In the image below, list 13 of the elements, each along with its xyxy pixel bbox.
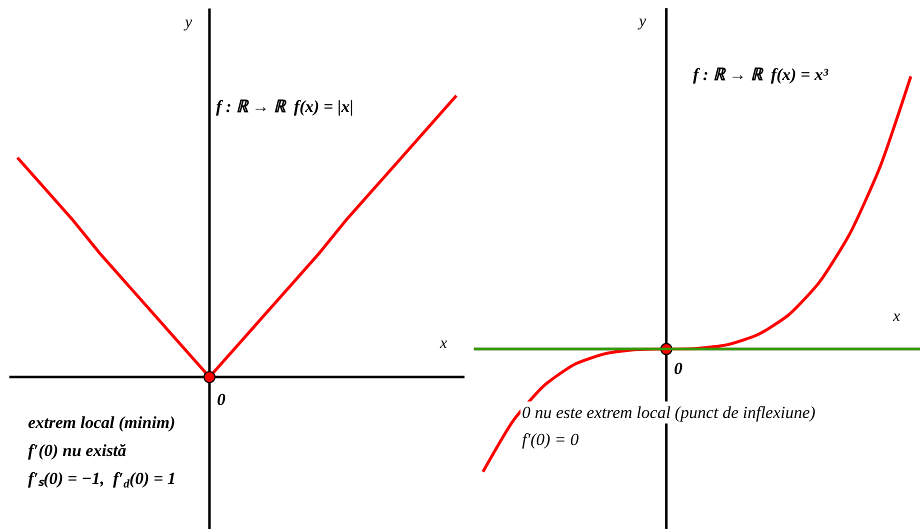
text: f′(0) nu există — [28, 441, 127, 460]
y-axis-title: y — [183, 14, 193, 31]
text: 0 — [217, 390, 226, 409]
text: f′ₛ(0) = −1, f′$_{d}$(0) = 1 — [28, 469, 176, 491]
annotation: 0 nu este extrem local (punct de inflexiune) — [522, 403, 816, 422]
annotation: 0 — [674, 359, 683, 378]
text: extrem local (minim) — [28, 413, 176, 432]
chart-title: f : ℝ → ℝ f(x) = x³ — [693, 65, 829, 84]
annotation: f′(0) = 0 — [522, 430, 580, 449]
chart-title: f : ℝ → ℝ f(x) = |x| — [216, 97, 354, 116]
y-axis-title: y — [637, 13, 647, 30]
x-axis-title: x — [439, 335, 448, 352]
x-axis-title: x — [892, 308, 900, 325]
